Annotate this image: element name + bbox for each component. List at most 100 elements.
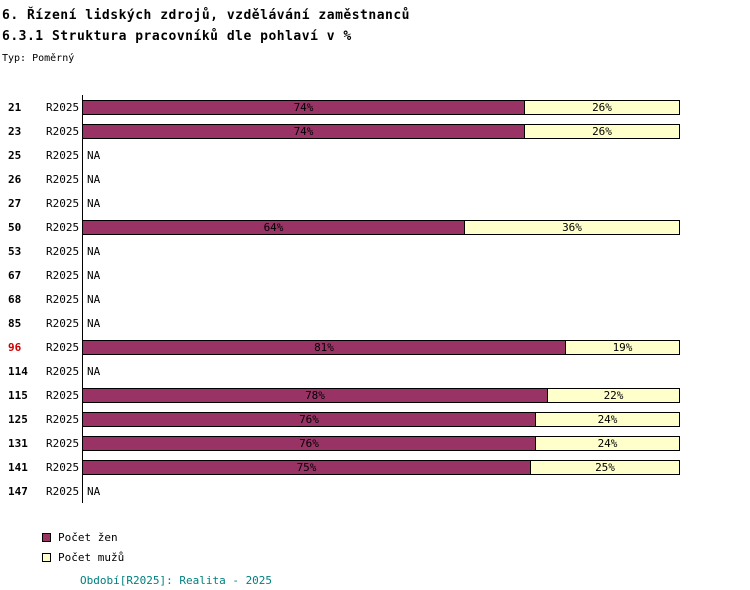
women-swatch-icon — [42, 532, 51, 542]
bar-segment-men: 24% — [535, 435, 680, 451]
bar-segment-men: 19% — [565, 339, 680, 355]
row-period-label: R2025 — [46, 412, 80, 426]
row-period-label: R2025 — [46, 100, 80, 114]
bar-segment-women: 75% — [82, 459, 531, 475]
row-bar-area: NA — [82, 359, 680, 383]
row-id-label: 53 — [8, 244, 22, 258]
na-value: NA — [87, 484, 101, 498]
footer-caption: Období[R2025]: Realita - 2025 — [80, 574, 273, 587]
row-bar-area: 74% 26% — [82, 95, 680, 119]
row-id-label: 141 — [8, 460, 28, 474]
row-id-label: 25 — [8, 148, 22, 162]
row-id-label: 147 — [8, 484, 28, 498]
bar-segment-men: 26% — [524, 123, 680, 139]
row-bar-area: NA — [82, 191, 680, 215]
row-period-label: R2025 — [46, 364, 80, 378]
legend-item-men: Počet mužů — [42, 547, 750, 567]
row-bar-area: 76% 24% — [82, 407, 680, 431]
na-value: NA — [87, 268, 101, 282]
row-id-label: 85 — [8, 316, 22, 330]
row-period-label: R2025 — [46, 388, 80, 402]
row-bar-area: 75% 25% — [82, 455, 680, 479]
row-id-label: 26 — [8, 172, 22, 186]
row-id-label: 96 — [8, 340, 22, 354]
chart-row: 25 R2025 NA — [0, 143, 750, 167]
na-value: NA — [87, 292, 101, 306]
chart-row: 141 R2025 75% 25% — [0, 455, 750, 479]
row-bar-area: NA — [82, 311, 680, 335]
row-id-label: 115 — [8, 388, 28, 402]
stacked-bar-chart: 21 R2025 74% 26% 23 R2025 74% 26% 25 R2025… — [0, 95, 750, 503]
chart-row: 23 R2025 74% 26% — [0, 119, 750, 143]
row-period-label: R2025 — [46, 436, 80, 450]
chart-row: 115 R2025 78% 22% — [0, 383, 750, 407]
bar-segment-women: 74% — [82, 99, 525, 115]
chart-row: 125 R2025 76% 24% — [0, 407, 750, 431]
row-period-label: R2025 — [46, 268, 80, 282]
na-value: NA — [87, 244, 101, 258]
row-bar-area: 64% 36% — [82, 215, 680, 239]
row-bar-area: NA — [82, 263, 680, 287]
chart-row: 96 R2025 81% 19% — [0, 335, 750, 359]
row-period-label: R2025 — [46, 484, 80, 498]
row-bar-area: NA — [82, 479, 680, 503]
bar-segment-men: 24% — [535, 411, 680, 427]
row-bar-area: 78% 22% — [82, 383, 680, 407]
na-value: NA — [87, 316, 101, 330]
row-period-label: R2025 — [46, 292, 80, 306]
na-value: NA — [87, 172, 101, 186]
chart-row: 131 R2025 76% 24% — [0, 431, 750, 455]
bar-segment-women: 76% — [82, 411, 536, 427]
chart-row: 50 R2025 64% 36% — [0, 215, 750, 239]
bar-segment-women: 74% — [82, 123, 525, 139]
row-id-label: 114 — [8, 364, 28, 378]
row-period-label: R2025 — [46, 148, 80, 162]
na-value: NA — [87, 196, 101, 210]
bar-segment-women: 76% — [82, 435, 536, 451]
chart-row: 67 R2025 NA — [0, 263, 750, 287]
row-id-label: 27 — [8, 196, 22, 210]
legend-item-women: Počet žen — [42, 527, 750, 547]
chart-type-label: Typ: Poměrný — [2, 53, 75, 64]
row-bar-area: NA — [82, 143, 680, 167]
row-period-label: R2025 — [46, 460, 80, 474]
row-bar-area: 76% 24% — [82, 431, 680, 455]
row-bar-area: 81% 19% — [82, 335, 680, 359]
bar-segment-women: 81% — [82, 339, 566, 355]
row-id-label: 21 — [8, 100, 22, 114]
row-period-label: R2025 — [46, 124, 80, 138]
row-period-label: R2025 — [46, 196, 80, 210]
chart-row: 26 R2025 NA — [0, 167, 750, 191]
bar-segment-men: 36% — [464, 219, 680, 235]
row-period-label: R2025 — [46, 316, 80, 330]
row-period-label: R2025 — [46, 244, 80, 258]
row-bar-area: NA — [82, 239, 680, 263]
chart-row: 85 R2025 NA — [0, 311, 750, 335]
men-swatch-icon — [42, 552, 51, 562]
chart-title: 6.3.1 Struktura pracovníků dle pohlaví v… — [2, 29, 352, 44]
row-id-label: 23 — [8, 124, 22, 138]
na-value: NA — [87, 364, 101, 378]
chart-rows: 21 R2025 74% 26% 23 R2025 74% 26% 25 R2025… — [0, 95, 750, 503]
row-id-label: 125 — [8, 412, 28, 426]
chart-row: 21 R2025 74% 26% — [0, 95, 750, 119]
row-period-label: R2025 — [46, 220, 80, 234]
y-axis-line — [82, 95, 83, 503]
row-id-label: 50 — [8, 220, 22, 234]
bar-segment-men: 22% — [547, 387, 680, 403]
row-bar-area: 74% 26% — [82, 119, 680, 143]
legend: Počet žen Počet mužů — [42, 527, 750, 567]
chart-row: 68 R2025 NA — [0, 287, 750, 311]
chart-row: 147 R2025 NA — [0, 479, 750, 503]
bar-segment-women: 78% — [82, 387, 548, 403]
bar-segment-men: 26% — [524, 99, 680, 115]
legend-label-men: Počet mužů — [58, 550, 125, 564]
bar-segment-men: 25% — [530, 459, 680, 475]
chart-row: 114 R2025 NA — [0, 359, 750, 383]
row-id-label: 131 — [8, 436, 28, 450]
row-id-label: 67 — [8, 268, 22, 282]
row-bar-area: NA — [82, 287, 680, 311]
chart-row: 53 R2025 NA — [0, 239, 750, 263]
row-period-label: R2025 — [46, 172, 80, 186]
